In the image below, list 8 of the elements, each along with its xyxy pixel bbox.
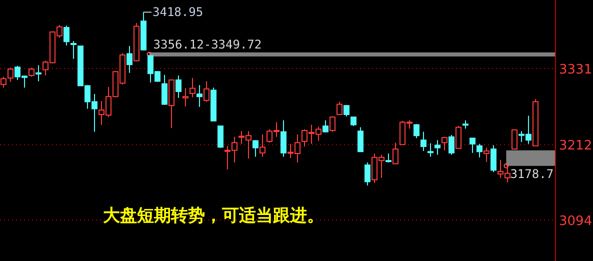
y-tick-label: 3331 — [559, 62, 592, 78]
note-high: 3418.95 — [143, 5, 204, 20]
y-tick-label: 3094 — [559, 214, 592, 230]
annotation: 3418.95 — [152, 5, 204, 20]
y-tick-label: 3212 — [559, 138, 592, 154]
band-label: 3178.7 — [510, 166, 554, 181]
annotation: 大盘短期转势，可适当跟进。 — [103, 206, 324, 226]
band-label: 3356.12-3349.72 — [153, 37, 262, 52]
